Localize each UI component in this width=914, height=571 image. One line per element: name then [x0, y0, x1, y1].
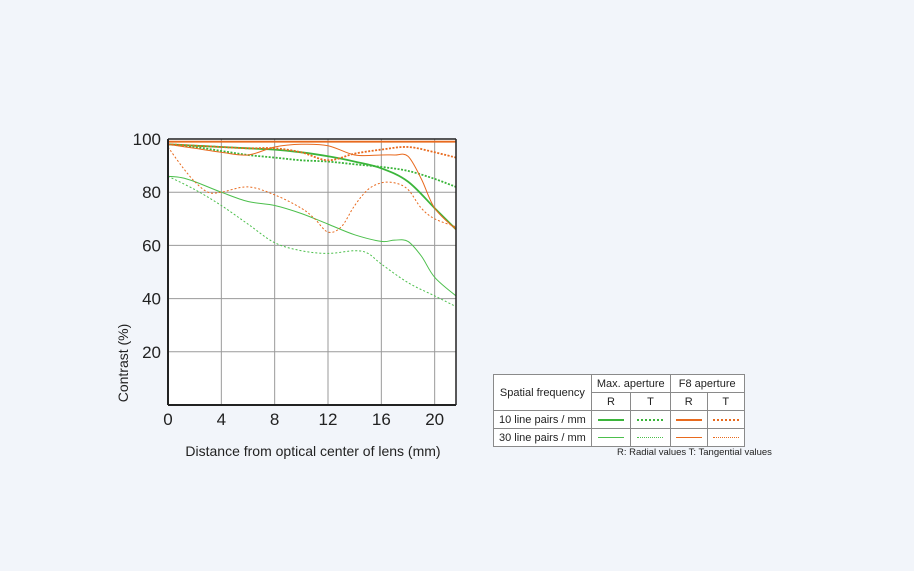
x-tick-label: 12 [319, 410, 338, 429]
legend-note: R: Radial values T: Tangential values [617, 447, 772, 458]
legend-swatch [630, 428, 671, 447]
legend-sub-r: R [590, 392, 632, 411]
series-line-7 [167, 143, 457, 230]
y-tick-label: 20 [142, 343, 161, 362]
legend-swatch [706, 428, 745, 447]
x-tick-label: 0 [163, 410, 172, 429]
series-line-8 [167, 146, 457, 233]
tick-labels: 0 4 8 12 16 20 20 40 60 80 100 [133, 130, 445, 429]
legend-table: Spatial frequency Max. aperture F8 apert… [493, 374, 745, 447]
legend-swatch [669, 410, 708, 429]
x-tick-label: 8 [270, 410, 279, 429]
y-tick-label: 60 [142, 236, 161, 255]
y-axis-label: Contrast (%) [115, 324, 131, 403]
legend-header-spatial: Spatial frequency [493, 374, 592, 411]
x-tick-label: 16 [372, 410, 391, 429]
series-line-4 [167, 175, 457, 308]
legend-swatch [669, 428, 708, 447]
y-tick-label: 80 [142, 183, 161, 202]
plot-area [168, 139, 456, 405]
legend-swatch [706, 410, 745, 429]
legend-swatch [590, 410, 632, 429]
legend-sub-t: T [630, 392, 671, 411]
x-axis-label: Distance from optical center of lens (mm… [185, 443, 440, 459]
series-line-6 [167, 143, 457, 162]
legend-row-10: 10 line pairs / mm [493, 410, 592, 429]
legend-row-30: 30 line pairs / mm [493, 428, 592, 447]
legend-header-max: Max. aperture [590, 374, 671, 393]
series-line-2 [167, 143, 457, 188]
axes [167, 138, 457, 406]
legend-sub-r: R [669, 392, 708, 411]
y-tick-label: 40 [142, 290, 161, 309]
x-tick-label: 20 [425, 410, 444, 429]
grid [168, 139, 456, 405]
legend-header-f8: F8 aperture [669, 374, 745, 393]
x-tick-label: 4 [217, 410, 226, 429]
y-tick-label: 100 [133, 130, 161, 149]
legend-swatch [630, 410, 671, 429]
legend-swatch [590, 428, 632, 447]
legend-sub-t: T [706, 392, 745, 411]
series-lines [167, 140, 457, 308]
series-line-3 [167, 175, 457, 297]
series-line-1 [167, 143, 457, 231]
